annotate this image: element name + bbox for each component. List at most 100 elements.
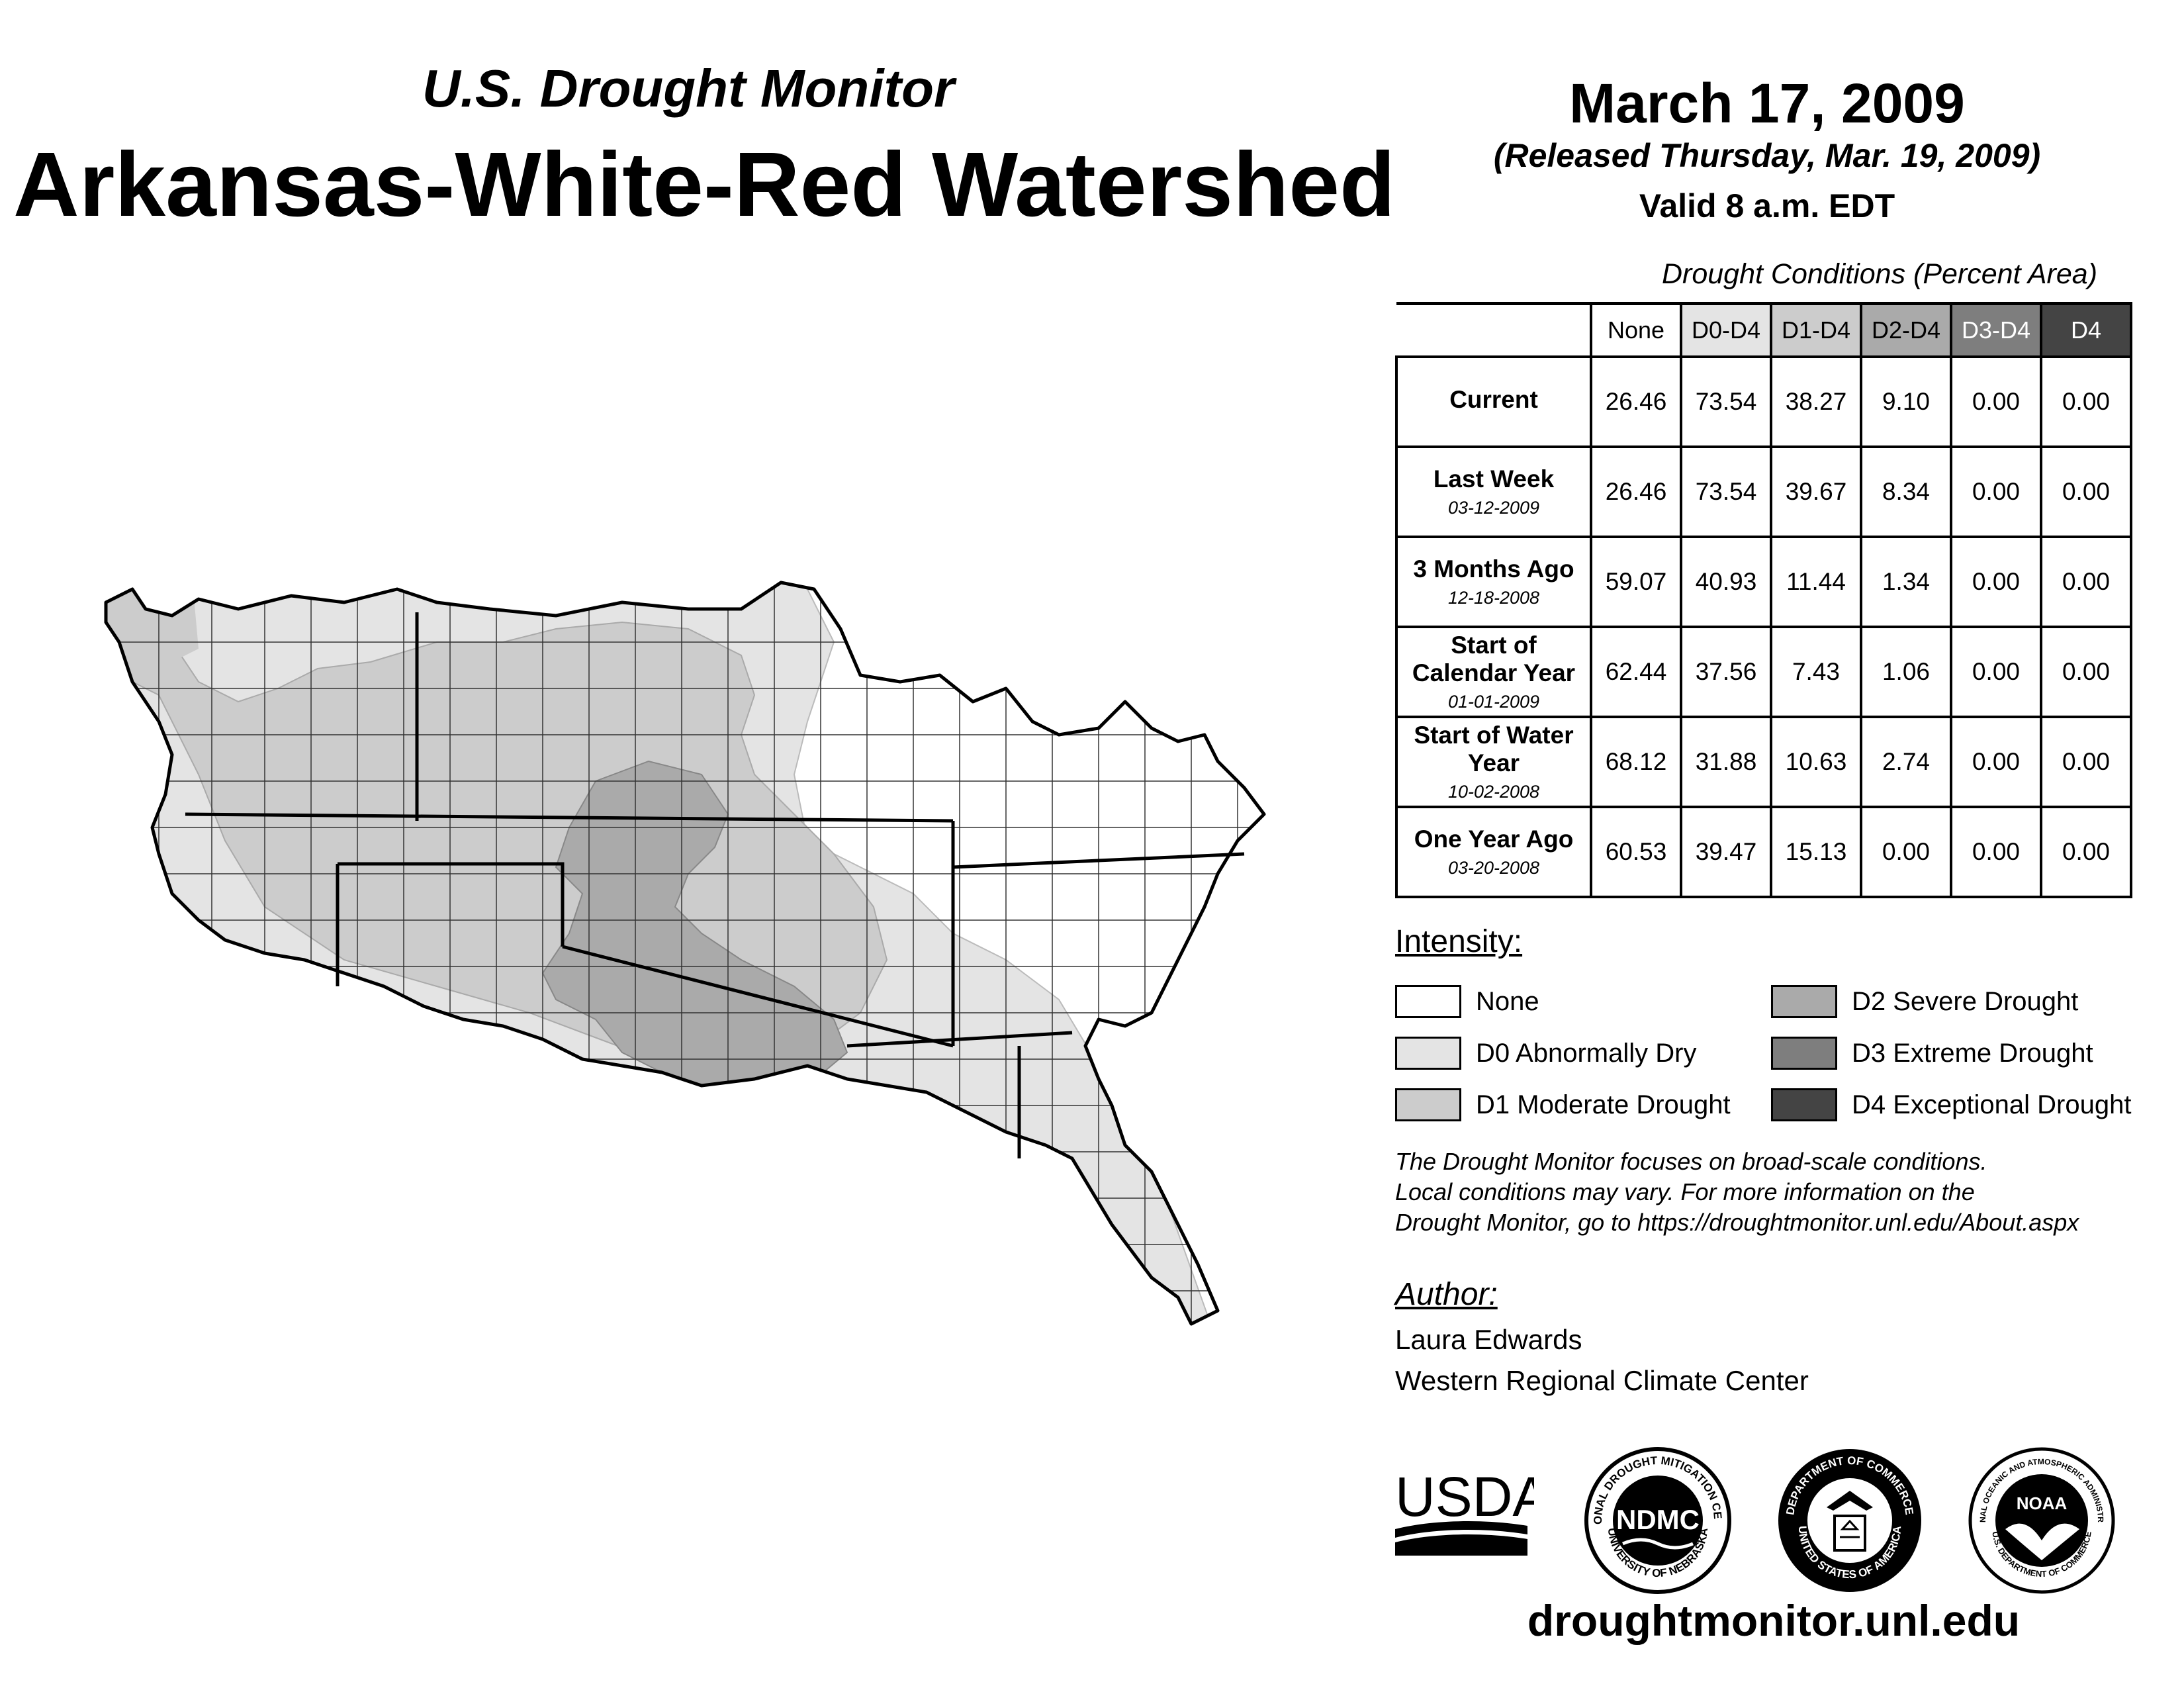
state-line-ok-panhandle [338,862,565,947]
usda-wave-icon [1395,1521,1527,1538]
legend-swatch [1771,1088,1837,1121]
table-cell: 0.00 [1950,806,2042,898]
table-cell: 10.63 [1770,716,1862,808]
author-name: Laura Edwards [1395,1324,1582,1355]
legend-label: D3 Extreme Drought [1852,1038,2093,1068]
map-d2-area [541,760,848,1094]
table-cell: 0.00 [1860,806,1952,898]
table-cell: 0.00 [1950,626,2042,718]
table-cell: 60.53 [1590,806,1682,898]
table-cell: 0.00 [2040,355,2132,448]
conditions-table: None D0-D4 D1-D4 D2-D4 D3-D4 D4 Current 2… [1395,302,2132,898]
page-title: Arkansas-White-Red Watershed [13,134,1396,236]
usda-logo: USDA [1395,1466,1534,1556]
col-none: None [1590,302,1682,358]
ship-icon [1840,1519,1860,1538]
col-d2-d4: D2-D4 [1860,302,1952,358]
table-cell: 40.93 [1680,536,1772,628]
row-label-text: 3 Months Ago [1413,555,1574,583]
col-d3-d4: D3-D4 [1950,302,2042,358]
table-cell: 0.00 [1950,536,2042,628]
table-row: One Year Ago 03-20-2008 60.53 39.47 15.13 0.0… [1395,806,2132,898]
usda-logo-text: USDA [1395,1466,1534,1528]
table-corner [1396,302,1591,357]
table-cell: 1.34 [1860,536,1952,628]
table-cell: 0.00 [2040,445,2132,538]
col-d0-d4: D0-D4 [1680,302,1772,358]
legend-label: D1 Moderate Drought [1476,1090,1731,1119]
col-d4: D4 [2040,302,2132,358]
table-row: Start of Water Year 10-02-2008 68.12 31.88 1… [1395,716,2132,808]
legend-swatch [1771,1037,1837,1070]
table-row: Start of Calendar Year 01-01-2009 62.44 37.… [1395,626,2132,718]
legend-label: None [1476,986,1539,1016]
table-row: 3 Months Ago 12-18-2008 59.07 40.93 11.44 1.3… [1395,536,2132,628]
usda-base-icon [1395,1534,1527,1556]
state-line-ar-la [846,1031,1073,1048]
table-cell: 0.00 [2040,626,2132,718]
table-cell: 0.00 [1950,716,2042,808]
col-d1-d4: D1-D4 [1770,302,1862,358]
state-line-mo-ar [952,852,1245,869]
table-cell: 0.00 [2040,806,2132,898]
table-cell: 38.27 [1770,355,1862,448]
legend-d2: D2 Severe Drought [1771,984,2078,1019]
state-line-ok-tx [562,945,954,1048]
state-line-ne-ks [185,812,954,823]
ndmc-logo-text: NDMC [1616,1504,1700,1535]
table-cell: 73.54 [1680,355,1772,448]
website-url[interactable]: droughtmonitor.unl.edu [1527,1596,2021,1645]
noaa-gull-icon [2005,1523,2079,1560]
legend-swatch [1395,1037,1461,1070]
table-cell: 59.07 [1590,536,1682,628]
drought-map [104,581,1266,1326]
subtitle: U.S. Drought Monitor [422,59,955,118]
eagle-icon [1827,1491,1873,1511]
table-cell: 39.67 [1770,445,1862,538]
row-label-text: Start of Calendar Year [1412,631,1576,687]
noaa-logo-text: NOAA [2017,1493,2068,1513]
row-label-text: Start of Water Year [1414,721,1574,777]
ndmc-wave-icon [1622,1538,1694,1550]
table-cell: 39.47 [1680,806,1772,898]
legend-none: None [1395,984,1539,1019]
note-line: Local conditions may vary. For more info… [1395,1178,1975,1205]
row-label-text: Last Week [1433,465,1555,493]
row-label: Last Week 03-12-2009 [1395,445,1592,538]
row-date: 10-02-2008 [1447,782,1540,802]
row-date: 01-01-2009 [1447,692,1540,712]
noaa-logo: NATIONAL OCEANIC AND ATMOSPHERIC ADMINIS… [1966,1444,2115,1594]
table-cell: 8.34 [1860,445,1952,538]
table-cell: 0.00 [1950,355,2042,448]
release-date: (Released Thursday, Mar. 19, 2009) [1493,137,2041,174]
table-row: Current 26.46 73.54 38.27 9.10 0.00 0.00 [1395,355,2132,448]
row-label-text: Current [1449,385,1538,413]
row-label: 3 Months Ago 12-18-2008 [1395,536,1592,628]
state-boundaries [185,612,1245,1158]
map-date: March 17, 2009 [1569,72,1965,134]
table-cell: 68.12 [1590,716,1682,808]
row-label: One Year Ago 03-20-2008 [1395,806,1592,898]
table-cell: 26.46 [1590,445,1682,538]
row-date: 03-20-2008 [1447,857,1540,878]
legend-swatch [1395,985,1461,1018]
legend-swatch [1395,1088,1461,1121]
row-label: Current [1395,355,1592,448]
legend-label: D2 Severe Drought [1852,986,2079,1016]
ndmc-logo: NATIONAL DROUGHT MITIGATION CENTER UNIVE… [1582,1444,1731,1594]
table-cell: 7.43 [1770,626,1862,718]
table-cell: 62.44 [1590,626,1682,718]
legend-swatch [1771,985,1837,1018]
table-row: Last Week 03-12-2009 26.46 73.54 39.67 8.34 0.… [1395,445,2132,538]
table-cell: 0.00 [1950,445,2042,538]
legend-d0: D0 Abnormally Dry [1395,1036,1696,1070]
disclaimer-note: The Drought Monitor focuses on broad-sca… [1395,1147,2176,1238]
table-cell: 2.74 [1860,716,1952,808]
watershed-outline [104,581,1266,1326]
legend-d3: D3 Extreme Drought [1771,1036,2093,1070]
table-cell: 9.10 [1860,355,1952,448]
legend-label: D0 Abnormally Dry [1476,1038,1697,1068]
commerce-logo: DEPARTMENT OF COMMERCE UNITED STATES OF … [1778,1449,1921,1592]
conditions-title: Drought Conditions (Percent Area) [1661,258,2098,290]
row-date: 12-18-2008 [1447,587,1540,608]
